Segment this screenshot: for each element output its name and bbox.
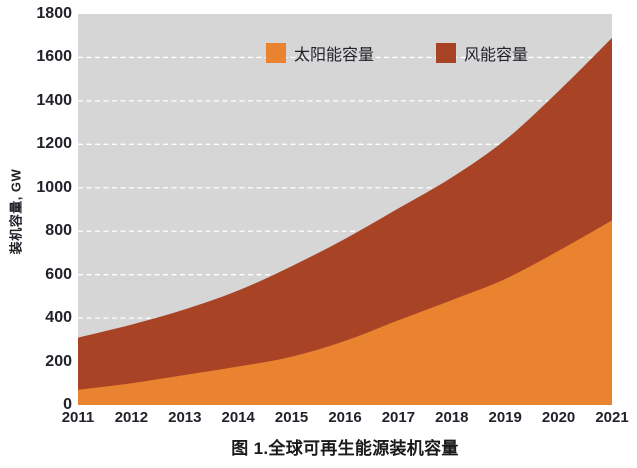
legend-item-wind: 风能容量 <box>436 41 528 65</box>
x-tick-label: 2012 <box>114 409 149 426</box>
y-tick-label: 200 <box>45 352 72 370</box>
y-tick-label: 1600 <box>36 48 72 66</box>
y-tick-label: 0 <box>63 396 72 413</box>
x-tick-label: 2015 <box>274 409 309 426</box>
y-tick-label: 800 <box>45 222 72 240</box>
chart-legend: 太阳能容量 风能容量 <box>266 41 528 65</box>
x-tick-label: 2011 <box>61 409 95 426</box>
y-tick-label: 1200 <box>36 135 72 153</box>
solar-legend-label: 太阳能容量 <box>294 47 375 64</box>
x-tick-label: 2017 <box>381 409 416 426</box>
chart-caption: 图 1.全球可再生能源装机容量 <box>231 439 459 458</box>
wind-legend-swatch-icon <box>436 43 457 63</box>
x-tick-label: 2019 <box>488 409 522 426</box>
solar-legend-swatch-icon <box>266 43 286 63</box>
x-tick-label: 2021 <box>595 409 629 426</box>
y-tick-label: 600 <box>45 265 72 283</box>
y-tick-label: 1000 <box>36 178 72 196</box>
x-tick-label: 2016 <box>328 409 362 426</box>
x-tick-label: 2013 <box>168 409 202 426</box>
x-tick-label: 2014 <box>221 409 255 426</box>
x-tick-label: 2018 <box>435 409 469 426</box>
stacked-area-chart <box>78 14 612 406</box>
wind-legend-label: 风能容量 <box>464 47 529 64</box>
y-tick-label: 1800 <box>36 5 72 22</box>
y-tick-label: 1400 <box>36 91 72 109</box>
plot-area: 太阳能容量 风能容量 <box>78 14 612 406</box>
solar-area <box>78 220 612 405</box>
x-tick-label: 2020 <box>541 409 576 426</box>
legend-item-solar: 太阳能容量 <box>266 41 374 65</box>
y-tick-label: 400 <box>45 309 72 327</box>
